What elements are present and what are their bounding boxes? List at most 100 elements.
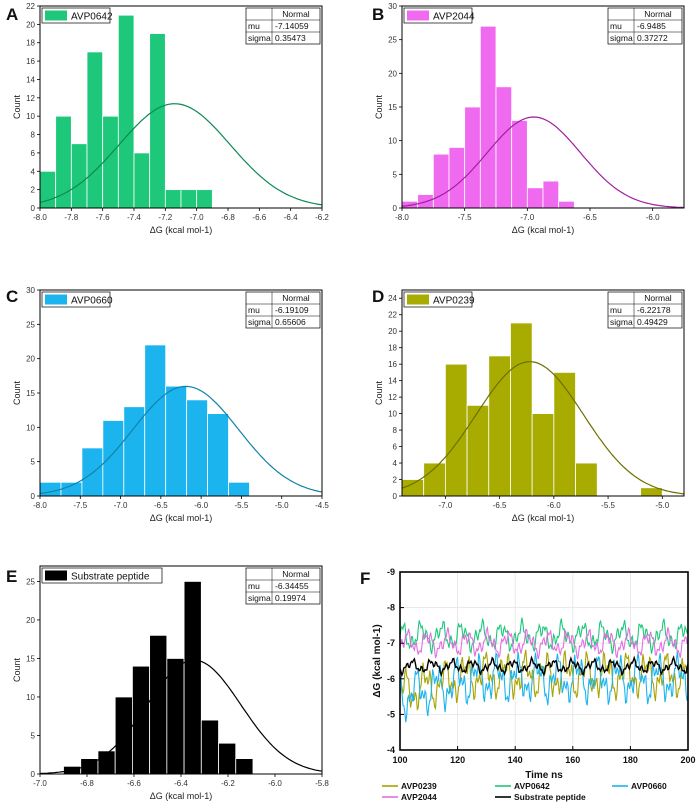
- x-tick-label: -6.5: [583, 213, 597, 222]
- histogram-bar: [114, 696, 133, 775]
- histogram-bar: [207, 413, 229, 497]
- y-tick-label: 0: [393, 492, 398, 501]
- x-tick-label: 100: [392, 755, 407, 765]
- x-tick-label: -6.5: [493, 501, 507, 510]
- y-tick-label: 18: [388, 344, 397, 353]
- histogram-bar: [133, 152, 151, 209]
- x-tick-label: -6.2: [315, 213, 329, 222]
- y-tick-label: -7: [387, 638, 395, 648]
- histogram-bar: [180, 189, 198, 209]
- panel-letter: E: [6, 567, 17, 586]
- y-tick-label: 10: [388, 410, 397, 419]
- y-tick-label: 24: [388, 294, 397, 303]
- y-tick-label: 25: [388, 36, 397, 45]
- x-tick-label: 140: [508, 755, 523, 765]
- fit-mu-value: -6.34455: [275, 581, 309, 591]
- fit-header: Normal: [282, 569, 310, 579]
- x-tick-label: -7.0: [33, 779, 47, 788]
- y-tick-label: 30: [388, 2, 397, 11]
- x-tick-label: 200: [680, 755, 695, 765]
- histogram-bar: [479, 25, 497, 209]
- y-tick-label: -9: [387, 567, 395, 577]
- y-tick-label: 22: [388, 311, 397, 320]
- legend-swatch: [45, 294, 67, 305]
- x-tick-label: -5.5: [235, 501, 249, 510]
- legend-swatch: [407, 294, 429, 305]
- x-tick-label: -6.6: [127, 779, 141, 788]
- x-tick-label: -7.0: [190, 213, 204, 222]
- y-axis-label: Count: [374, 95, 384, 120]
- fit-sigma-value: 0.37272: [637, 33, 668, 43]
- y-tick-label: 0: [31, 204, 36, 213]
- legend-swatch: [407, 10, 429, 21]
- panel-letter: A: [6, 5, 18, 24]
- fit-sigma-value: 0.49429: [637, 317, 668, 327]
- series-line: [399, 651, 689, 723]
- y-tick-label: 6: [393, 443, 398, 452]
- histogram-bar: [488, 355, 511, 497]
- panel-c: C 0 5 10 15 20 25 30 -8.0 -7.5 -7.0 -6.5 -6.0 -5.5 -5.…: [6, 286, 329, 523]
- histogram-bar: [448, 146, 466, 209]
- panel-letter: F: [360, 569, 370, 588]
- x-tick-label: -4.5: [315, 501, 329, 510]
- fit-sigma-value: 0.19974: [275, 593, 306, 603]
- legend-label: AVP0660: [631, 781, 667, 791]
- y-tick-label: 6: [31, 149, 36, 158]
- fit-sigma-label: sigma: [248, 317, 271, 327]
- normal-fit-curve: [39, 385, 323, 495]
- plot-frame: [39, 5, 323, 209]
- y-tick-label: 30: [26, 286, 35, 295]
- panel-letter: D: [372, 287, 384, 306]
- y-tick-label: 16: [388, 360, 397, 369]
- histogram-bar: [526, 187, 544, 209]
- panel-letter: C: [6, 287, 18, 306]
- x-tick-label: 160: [565, 755, 580, 765]
- y-tick-label: 20: [26, 20, 35, 29]
- y-tick-label: 20: [26, 616, 35, 625]
- fit-mu-label: mu: [248, 305, 260, 315]
- histogram-bar: [401, 479, 425, 497]
- y-tick-label: 20: [26, 355, 35, 364]
- y-tick-label: 25: [26, 320, 35, 329]
- x-tick-label: -7.2: [158, 213, 172, 222]
- panel-a: A 0 2 4 6 8 10 12 14 16 18 20 22 -8.0 -7.8 -7.6 -7.4 -7.2…: [6, 2, 329, 235]
- histogram-bar: [149, 33, 166, 209]
- y-tick-label: 0: [31, 492, 36, 501]
- x-tick-label: -7.4: [127, 213, 141, 222]
- x-tick-label: -7.8: [64, 213, 78, 222]
- normal-fit-curve: [39, 103, 323, 206]
- fit-mu-value: -6.9485: [637, 21, 666, 31]
- fit-table: [607, 7, 683, 45]
- x-tick-label: -8.0: [33, 213, 47, 222]
- legend-label: AVP0239: [401, 781, 437, 791]
- legend-label: AVP0239: [433, 296, 475, 307]
- legend-box: [41, 567, 163, 584]
- fit-mu-label: mu: [248, 581, 260, 591]
- x-tick-label: -5.0: [275, 501, 289, 510]
- histogram-bar: [165, 385, 188, 497]
- legend-label: Substrate peptide: [71, 572, 150, 583]
- histogram-bar: [86, 51, 104, 209]
- y-tick-label: 12: [26, 94, 35, 103]
- y-tick-label: 14: [388, 377, 397, 386]
- normal-fit-curve: [401, 116, 685, 209]
- y-tick-label: 5: [31, 458, 36, 467]
- legend-label: AVP0660: [71, 296, 113, 307]
- fit-header: Normal: [282, 293, 310, 303]
- histogram-bar: [542, 180, 560, 209]
- x-tick-label: 120: [450, 755, 465, 765]
- x-tick-label: -8.0: [395, 213, 409, 222]
- y-axis-label: Count: [12, 95, 22, 120]
- histogram-bar: [39, 481, 62, 497]
- y-tick-label: 8: [393, 426, 398, 435]
- x-axis-label: Time ns: [525, 770, 563, 781]
- x-tick-label: -7.6: [96, 213, 110, 222]
- histogram-bar: [553, 371, 576, 497]
- y-tick-label: 4: [393, 459, 398, 468]
- y-tick-label: -4: [387, 745, 395, 755]
- y-tick-label: 15: [26, 389, 35, 398]
- x-tick-label: -6.2: [221, 779, 235, 788]
- x-axis-label: ΔG (kcal mol-1): [150, 225, 213, 235]
- histogram-bar: [186, 399, 208, 497]
- x-axis-label: ΔG (kcal mol-1): [512, 513, 575, 523]
